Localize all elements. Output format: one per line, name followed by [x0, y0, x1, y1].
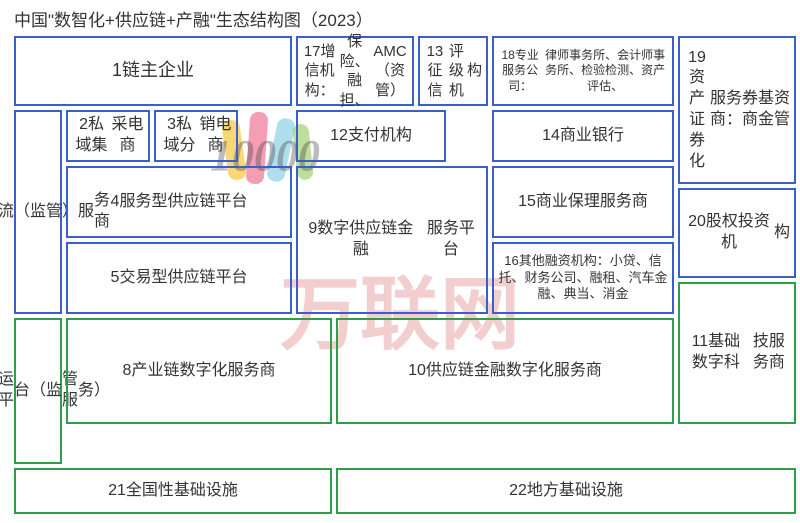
- box-b20: 20股权投资机构: [678, 188, 796, 278]
- box-b12: 12支付机构: [296, 110, 446, 162]
- box-b5: 5交易型供应链平台: [66, 242, 292, 314]
- box-b4: 4服务型供应链平台: [66, 166, 292, 238]
- box-b21: 21全国性基础设施: [14, 468, 332, 514]
- box-b2: 2私域集采电商: [66, 110, 150, 162]
- box-b19: 19资产证券化服务商：券商基金资管: [678, 36, 796, 184]
- box-b1: 1链主企业: [14, 36, 292, 106]
- box-b14: 14商业银行: [492, 110, 674, 162]
- box-b15: 15商业保理服务商: [492, 166, 674, 238]
- box-b16: 16其他融资机构：小贷、信托、财务公司、融租、汽车金融、典当、消金: [492, 242, 674, 314]
- box-b11: 11基础数字科技服务商: [678, 282, 796, 424]
- diagram-canvas: 中国"数智化+供应链+产融"生态结构图（2023） 10000 万联网 1链主企…: [0, 0, 800, 523]
- box-b3: 3私域分销电商: [154, 110, 238, 162]
- box-b8: 8产业链数字化服务商: [66, 318, 332, 424]
- box-b6: 6综合物流（监管）服务商: [14, 110, 62, 314]
- box-b7: 7网络货运平台（监管服务）: [14, 318, 62, 464]
- box-b10: 10供应链金融数字化服务商: [336, 318, 674, 424]
- box-b17: 17增信机构：保险、融担、AMC（资管）: [296, 36, 414, 106]
- box-b18: 18专业服务公司：律师事务所、会计师事务所、检验检测、资产评估、: [492, 36, 674, 106]
- box-b22: 22地方基础设施: [336, 468, 796, 514]
- box-b9: 9数字供应链金融服务平台: [296, 166, 488, 314]
- box-b13: 13征信评级机构: [418, 36, 488, 106]
- diagram-title: 中国"数智化+供应链+产融"生态结构图（2023）: [14, 6, 373, 31]
